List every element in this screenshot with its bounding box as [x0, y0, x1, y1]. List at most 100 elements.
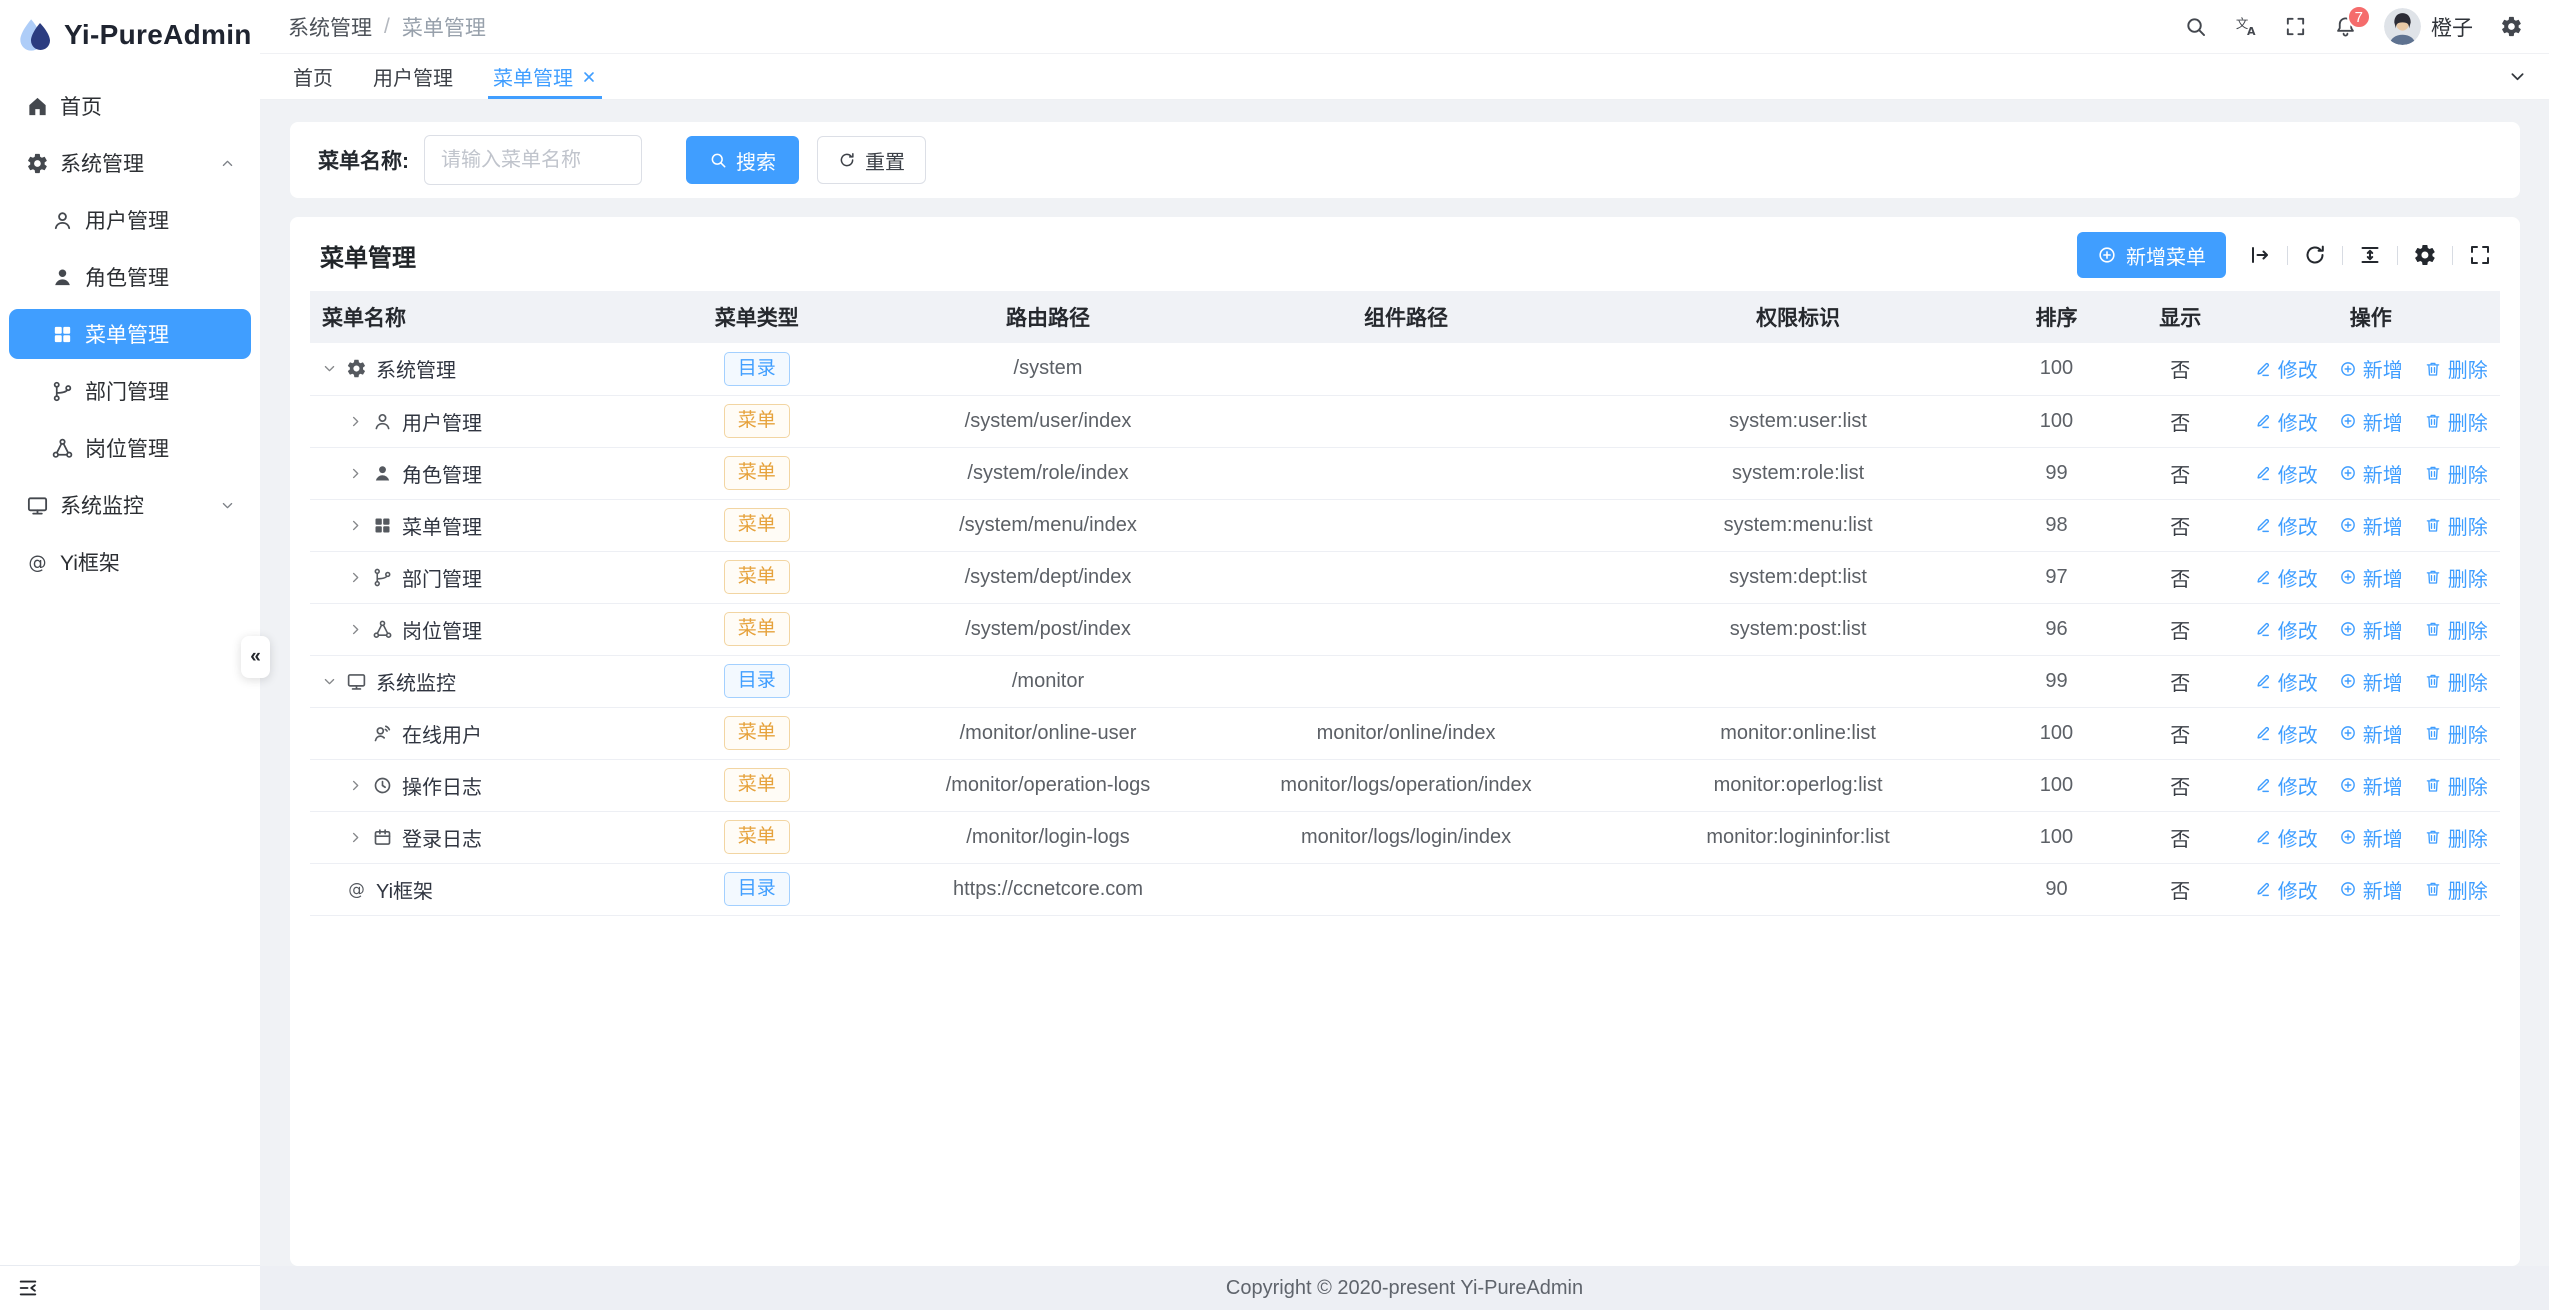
monitor-icon [26, 494, 49, 517]
add-child-link[interactable]: 新增 [2339, 875, 2403, 904]
sidebar-item-系统管理[interactable]: 系统管理 [9, 138, 251, 188]
add-child-link[interactable]: 新增 [2339, 823, 2403, 852]
table-fullscreen-icon[interactable] [2468, 243, 2492, 267]
plus-circle-icon [2339, 672, 2357, 690]
menu-name-input[interactable] [424, 135, 642, 185]
density-icon[interactable] [2358, 243, 2382, 267]
edit-link[interactable]: 修改 [2254, 407, 2318, 436]
refresh-icon[interactable] [2303, 243, 2327, 267]
monitor-icon [346, 671, 367, 692]
add-child-link[interactable]: 新增 [2339, 667, 2403, 696]
expand-row-icon[interactable] [348, 830, 363, 845]
trash-icon [2424, 776, 2442, 794]
notifications-button[interactable]: 7 [2334, 5, 2371, 38]
sidebar-nav: 首页 系统管理 用户管理 角色管理 菜单管理 部门管理 岗位管理 系统监控 Yi… [0, 62, 260, 1265]
tab-label: 菜单管理 [493, 68, 573, 90]
component-path [1210, 551, 1603, 604]
tab-菜单管理[interactable]: 菜单管理 [488, 54, 602, 99]
add-menu-button-label: 新增菜单 [2126, 246, 2206, 269]
add-child-link[interactable]: 新增 [2339, 511, 2403, 540]
sort-value: 100 [1994, 759, 2119, 812]
delete-link[interactable]: 删除 [2424, 719, 2488, 748]
menu-name: 登录日志 [402, 828, 482, 851]
edit-link[interactable]: 修改 [2254, 511, 2318, 540]
edit-link[interactable]: 修改 [2254, 615, 2318, 644]
column-settings-gear-icon[interactable] [2413, 243, 2437, 267]
sidebar-item-菜单管理[interactable]: 菜单管理 [9, 309, 251, 359]
sidebar-item-角色管理[interactable]: 角色管理 [9, 252, 251, 302]
delete-link[interactable]: 删除 [2424, 771, 2488, 800]
delete-link[interactable]: 删除 [2424, 875, 2488, 904]
menu-name: Yi框架 [376, 880, 434, 903]
col-header-route: 路由路径 [885, 291, 1211, 343]
delete-link[interactable]: 删除 [2424, 459, 2488, 488]
user-menu[interactable]: 橙子 [2384, 8, 2473, 45]
translate-icon[interactable] [2234, 15, 2257, 38]
add-menu-button[interactable]: 新增菜单 [2077, 232, 2226, 278]
expand-row-icon[interactable] [348, 518, 363, 533]
edit-link[interactable]: 修改 [2254, 875, 2318, 904]
add-child-link[interactable]: 新增 [2339, 719, 2403, 748]
topbar-actions: 7 橙子 [2184, 5, 2523, 45]
reset-button[interactable]: 重置 [817, 136, 926, 184]
card-header: 菜单管理 新增菜单 [310, 217, 2500, 283]
add-child-link[interactable]: 新增 [2339, 354, 2403, 383]
add-child-link[interactable]: 新增 [2339, 771, 2403, 800]
edit-link[interactable]: 修改 [2254, 667, 2318, 696]
tab-用户管理[interactable]: 用户管理 [368, 54, 458, 99]
search-button[interactable]: 搜索 [686, 136, 799, 184]
sidebar-item-岗位管理[interactable]: 岗位管理 [9, 423, 251, 473]
add-child-link[interactable]: 新增 [2339, 459, 2403, 488]
delete-link[interactable]: 删除 [2424, 511, 2488, 540]
collapse-row-icon[interactable] [322, 674, 337, 689]
sidebar-item-部门管理[interactable]: 部门管理 [9, 366, 251, 416]
add-child-link[interactable]: 新增 [2339, 407, 2403, 436]
add-child-link[interactable]: 新增 [2339, 563, 2403, 592]
search-icon[interactable] [2184, 15, 2207, 38]
menu-type-tag: 菜单 [723, 560, 790, 594]
sidebar-item-Yi框架[interactable]: Yi框架 [9, 537, 251, 587]
collapse-row-icon[interactable] [322, 361, 337, 376]
menu-fold-icon[interactable] [17, 1277, 39, 1299]
sidebar-item-首页[interactable]: 首页 [9, 81, 251, 131]
expand-row-icon[interactable] [348, 778, 363, 793]
expand-row-icon[interactable] [348, 414, 363, 429]
delete-link[interactable]: 删除 [2424, 563, 2488, 592]
breadcrumb-parent[interactable]: 系统管理 [288, 16, 372, 40]
sidebar-item-用户管理[interactable]: 用户管理 [9, 195, 251, 245]
settings-gear-icon[interactable] [2500, 15, 2523, 38]
delete-link[interactable]: 删除 [2424, 407, 2488, 436]
delete-link[interactable]: 删除 [2424, 354, 2488, 383]
expand-all-icon[interactable] [2248, 243, 2272, 267]
sort-value: 97 [1994, 551, 2119, 604]
expand-row-icon[interactable] [348, 622, 363, 637]
expand-row-icon[interactable] [348, 466, 363, 481]
sidebar-item-系统监控[interactable]: 系统监控 [9, 480, 251, 530]
component-path [1210, 343, 1603, 396]
topbar: 系统管理 / 菜单管理 7 橙子 [260, 0, 2549, 54]
edit-link[interactable]: 修改 [2254, 719, 2318, 748]
expand-row-icon[interactable] [348, 570, 363, 585]
tab-首页[interactable]: 首页 [288, 54, 338, 99]
edit-link[interactable]: 修改 [2254, 354, 2318, 383]
col-header-type: 菜单类型 [627, 291, 886, 343]
delete-link[interactable]: 删除 [2424, 823, 2488, 852]
visible-value: 否 [2118, 447, 2242, 500]
edit-link[interactable]: 修改 [2254, 563, 2318, 592]
delete-link[interactable]: 删除 [2424, 667, 2488, 696]
table-row: 角色管理 菜单 /system/role/index system:role:l… [310, 447, 2500, 500]
edit-link[interactable]: 修改 [2254, 823, 2318, 852]
fullscreen-icon[interactable] [2284, 15, 2307, 38]
add-child-link[interactable]: 新增 [2339, 615, 2403, 644]
search-icon [709, 151, 727, 169]
plus-circle-icon [2339, 880, 2357, 898]
edit-link[interactable]: 修改 [2254, 771, 2318, 800]
close-icon[interactable] [581, 69, 597, 85]
delete-link[interactable]: 删除 [2424, 615, 2488, 644]
sort-value: 100 [1994, 343, 2119, 396]
chevron-up-icon [220, 156, 235, 171]
edit-link[interactable]: 修改 [2254, 459, 2318, 488]
tabs-more-button[interactable] [2508, 54, 2527, 99]
component-path: monitor/logs/login/index [1210, 811, 1603, 864]
sidebar-collapse-handle[interactable]: « [241, 636, 270, 678]
